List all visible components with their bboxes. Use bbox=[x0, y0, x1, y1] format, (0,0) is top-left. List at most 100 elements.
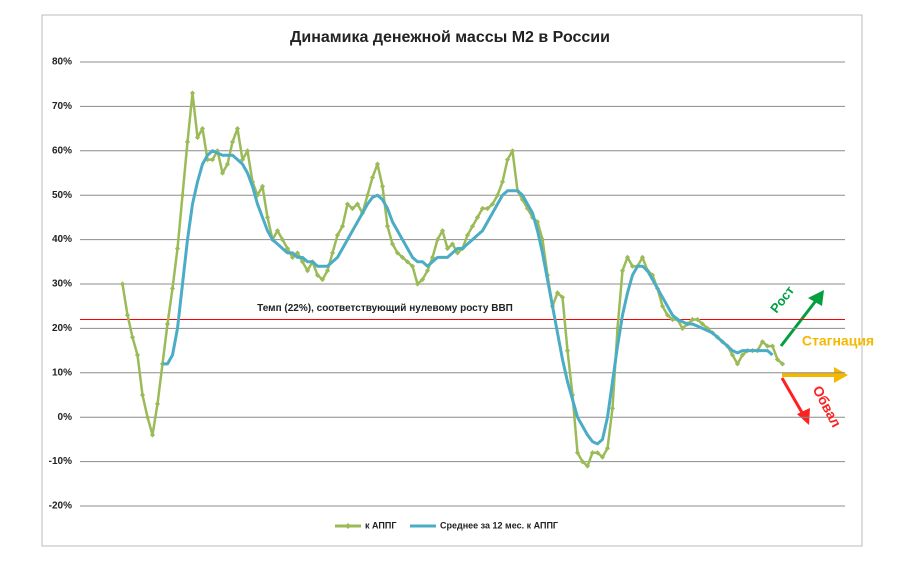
marker bbox=[479, 205, 486, 212]
marker bbox=[124, 312, 131, 318]
annotation: Стагнация bbox=[802, 333, 874, 349]
marker bbox=[779, 361, 786, 367]
marker bbox=[579, 459, 586, 465]
marker bbox=[364, 192, 371, 198]
marker bbox=[564, 348, 571, 354]
chart-frame bbox=[41, 14, 863, 547]
marker bbox=[694, 316, 701, 323]
marker bbox=[169, 285, 176, 292]
marker bbox=[449, 241, 456, 247]
marker bbox=[234, 126, 241, 132]
marker bbox=[279, 237, 286, 243]
marker bbox=[339, 223, 346, 229]
marker bbox=[554, 290, 561, 296]
marker bbox=[704, 325, 711, 331]
marker bbox=[344, 201, 351, 207]
marker bbox=[314, 272, 321, 278]
y-tick-label: 20% bbox=[52, 323, 72, 334]
marker bbox=[594, 450, 601, 456]
marker bbox=[394, 250, 401, 256]
marker bbox=[209, 157, 216, 163]
marker bbox=[179, 192, 186, 198]
marker bbox=[729, 352, 736, 358]
marker bbox=[259, 183, 266, 189]
arrow-head bbox=[808, 290, 824, 306]
y-tick-label: 80% bbox=[52, 57, 72, 68]
marker bbox=[489, 201, 496, 207]
marker bbox=[219, 170, 226, 176]
marker bbox=[399, 254, 406, 260]
reference-label: Темп (22%), соответствующий нулевому рос… bbox=[257, 303, 513, 314]
arrow-head bbox=[797, 408, 810, 425]
y-tick-label: 10% bbox=[52, 367, 72, 378]
marker bbox=[194, 134, 201, 141]
y-tick-label: 30% bbox=[52, 279, 72, 290]
marker bbox=[659, 303, 666, 309]
trend-arrows bbox=[779, 290, 848, 425]
marker bbox=[739, 352, 746, 358]
marker bbox=[379, 183, 386, 189]
marker bbox=[329, 250, 336, 256]
marker bbox=[599, 454, 606, 460]
marker bbox=[129, 334, 136, 340]
y-tick-label: 40% bbox=[52, 234, 72, 245]
marker bbox=[624, 254, 631, 260]
marker bbox=[559, 294, 566, 300]
marker bbox=[144, 414, 151, 420]
marker bbox=[734, 361, 741, 367]
marker bbox=[369, 174, 376, 181]
marker bbox=[589, 450, 596, 456]
y-tick-label: -20% bbox=[49, 501, 72, 512]
marker bbox=[474, 214, 481, 220]
marker bbox=[414, 281, 421, 287]
marker bbox=[384, 223, 391, 229]
marker bbox=[614, 325, 621, 331]
series-line bbox=[162, 149, 774, 446]
marker bbox=[404, 259, 411, 265]
marker bbox=[629, 263, 636, 269]
marker bbox=[499, 179, 506, 185]
marker bbox=[304, 268, 311, 274]
marker bbox=[619, 268, 626, 274]
chart-title: Динамика денежной массы М2 в России bbox=[290, 29, 610, 46]
arrow-up bbox=[779, 297, 820, 347]
arrow-down bbox=[780, 377, 806, 417]
marker bbox=[139, 392, 146, 398]
marker bbox=[224, 161, 231, 167]
y-tick-label: 70% bbox=[52, 101, 72, 112]
marker bbox=[174, 245, 181, 252]
legend-marker bbox=[345, 523, 351, 529]
marker bbox=[494, 192, 501, 198]
marker bbox=[509, 148, 516, 154]
marker bbox=[189, 90, 196, 96]
y-tick-label: 50% bbox=[52, 190, 72, 201]
marker bbox=[349, 205, 356, 212]
marker bbox=[699, 321, 706, 327]
marker bbox=[229, 139, 236, 145]
arrow-head bbox=[834, 367, 848, 383]
marker bbox=[444, 245, 451, 252]
plot-area bbox=[80, 61, 845, 507]
marker bbox=[324, 268, 331, 274]
marker bbox=[374, 161, 381, 167]
marker bbox=[334, 232, 341, 238]
marker bbox=[764, 343, 771, 349]
marker bbox=[679, 325, 686, 331]
marker bbox=[119, 281, 126, 287]
marker bbox=[184, 139, 191, 145]
marker bbox=[164, 321, 171, 327]
marker bbox=[354, 201, 361, 207]
marker bbox=[409, 263, 416, 269]
marker bbox=[244, 148, 251, 154]
marker bbox=[389, 241, 396, 247]
marker bbox=[424, 268, 431, 274]
marker bbox=[319, 276, 326, 283]
marker bbox=[134, 352, 141, 358]
marker bbox=[274, 228, 281, 234]
marker bbox=[154, 401, 161, 407]
marker bbox=[504, 157, 511, 163]
marker bbox=[199, 126, 206, 132]
legend-label: к АППГ bbox=[365, 520, 396, 530]
y-tick-label: 60% bbox=[52, 145, 72, 156]
marker bbox=[464, 232, 471, 238]
